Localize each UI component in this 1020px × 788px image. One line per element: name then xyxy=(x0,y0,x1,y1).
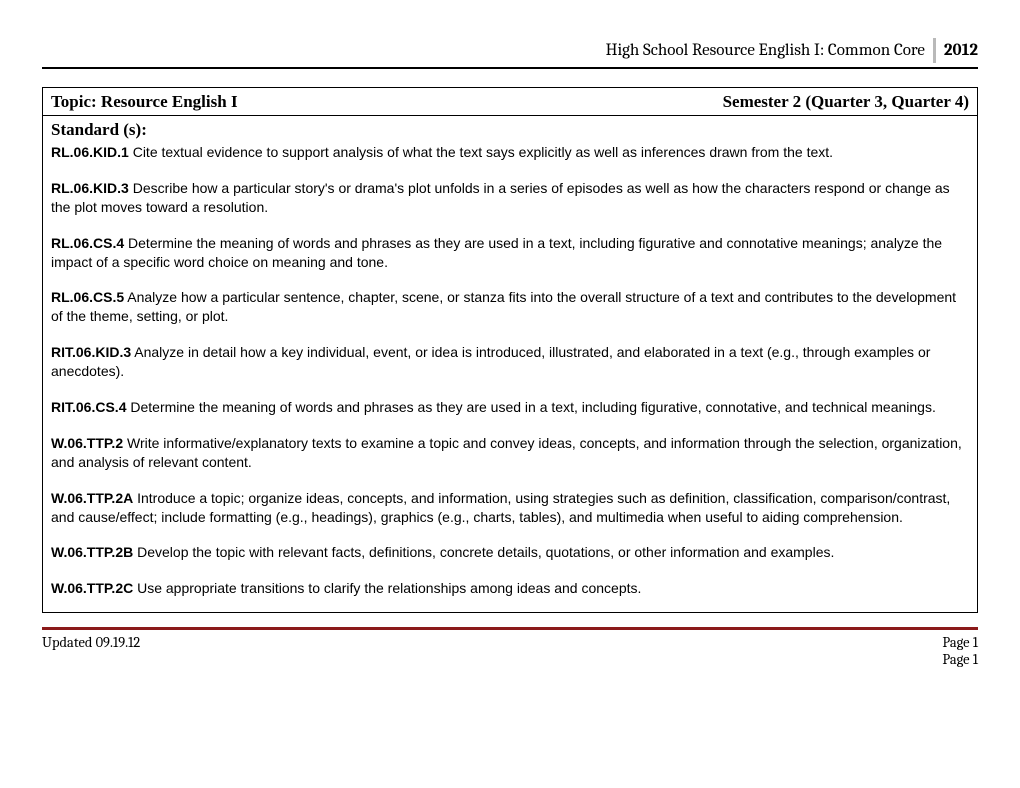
footer-updated: Updated 09.19.12 xyxy=(42,634,140,651)
standard-text: Cite textual evidence to support analysi… xyxy=(129,144,833,160)
standard-code: W.06.TTP.2B xyxy=(51,544,133,560)
standard-code: RIT.06.KID.3 xyxy=(51,344,131,360)
footer-rule xyxy=(42,627,978,630)
standard-item: RL.06.CS.5 Analyze how a particular sent… xyxy=(51,288,969,326)
standard-item: RIT.06.CS.4 Determine the meaning of wor… xyxy=(51,398,969,417)
standard-item: W.06.TTP.2C Use appropriate transitions … xyxy=(51,579,969,598)
standard-text: Determine the meaning of words and phras… xyxy=(51,235,942,270)
header-title: High School Resource English I: Common C… xyxy=(606,38,936,63)
standards-heading: Standard (s): xyxy=(51,119,969,142)
standard-text: Use appropriate transitions to clarify t… xyxy=(133,580,641,596)
standard-item: W.06.TTP.2A Introduce a topic; organize … xyxy=(51,489,969,527)
standard-item: RL.06.KID.1 Cite textual evidence to sup… xyxy=(51,143,969,162)
standard-item: RL.06.CS.4 Determine the meaning of word… xyxy=(51,234,969,272)
standard-code: W.06.TTP.2 xyxy=(51,435,123,451)
standard-code: W.06.TTP.2C xyxy=(51,580,133,596)
standard-code: RL.06.CS.4 xyxy=(51,235,124,251)
header-year: 2012 xyxy=(936,38,978,63)
standard-text: Determine the meaning of words and phras… xyxy=(126,399,935,415)
standard-code: RL.06.KID.1 xyxy=(51,144,129,160)
topic-row: Topic: Resource English I Semester 2 (Qu… xyxy=(43,88,977,116)
standard-item: RIT.06.KID.3 Analyze in detail how a key… xyxy=(51,343,969,381)
standard-text: Introduce a topic; organize ideas, conce… xyxy=(51,490,950,525)
standard-item: RL.06.KID.3 Describe how a particular st… xyxy=(51,179,969,217)
topic-right: Semester 2 (Quarter 3, Quarter 4) xyxy=(723,92,969,112)
standard-text: Describe how a particular story's or dra… xyxy=(51,180,950,215)
standard-item: W.06.TTP.2B Develop the topic with relev… xyxy=(51,543,969,562)
standard-code: RIT.06.CS.4 xyxy=(51,399,126,415)
standard-text: Write informative/explanatory texts to e… xyxy=(51,435,962,470)
header-rule xyxy=(42,67,978,69)
standard-code: RL.06.KID.3 xyxy=(51,180,129,196)
standard-code: RL.06.CS.5 xyxy=(51,289,124,305)
standards-section: Standard (s): RL.06.KID.1 Cite textual e… xyxy=(43,116,977,612)
footer-page-a: Page 1 xyxy=(942,634,978,651)
standard-text: Analyze in detail how a key individual, … xyxy=(51,344,930,379)
document-header: High School Resource English I: Common C… xyxy=(42,38,978,63)
footer-page-b: Page 1 xyxy=(42,651,978,668)
standard-code: W.06.TTP.2A xyxy=(51,490,133,506)
standard-item: W.06.TTP.2 Write informative/explanatory… xyxy=(51,434,969,472)
standard-text: Develop the topic with relevant facts, d… xyxy=(133,544,834,560)
standard-text: Analyze how a particular sentence, chapt… xyxy=(51,289,956,324)
content-box: Topic: Resource English I Semester 2 (Qu… xyxy=(42,87,978,613)
topic-left: Topic: Resource English I xyxy=(51,92,238,112)
footer-row: Updated 09.19.12 Page 1 xyxy=(42,634,978,651)
